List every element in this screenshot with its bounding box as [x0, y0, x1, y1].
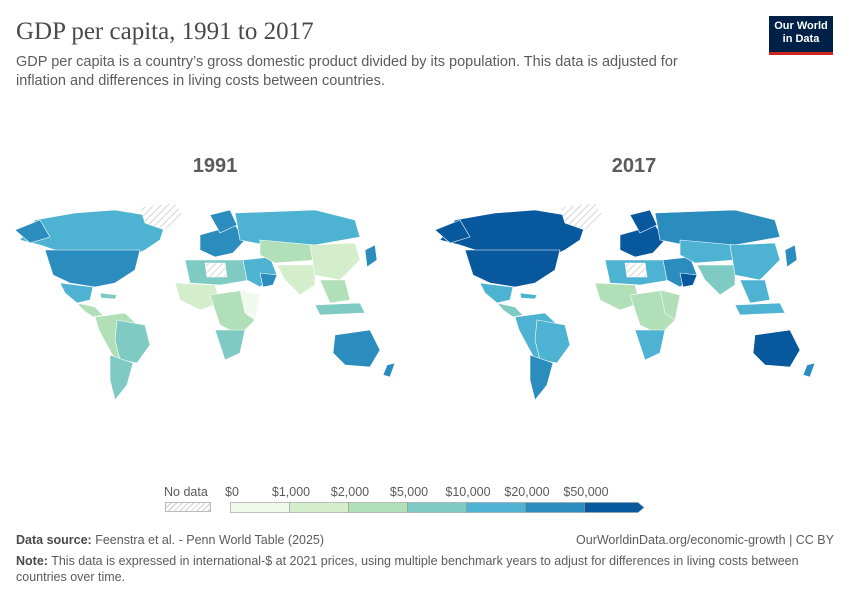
map-year-2017: 2017 [611, 155, 657, 177]
legend-bin-label-4: $10,000 [445, 485, 491, 499]
region-russia [234, 209, 361, 246]
region-indonesia [734, 302, 786, 316]
map-legend: No data $0 $1,000 $2,000 $5,000 $10,000 … [0, 480, 850, 520]
region-sahara-nodata [204, 262, 228, 278]
region-south-asia [696, 264, 736, 296]
legend-no-data-swatch [165, 502, 211, 512]
legend-no-data-label: No data [164, 485, 208, 499]
region-mexico [59, 282, 94, 304]
legend-swatch-2 [348, 502, 408, 513]
region-brazil [114, 319, 151, 364]
legend-swatch-0 [230, 502, 290, 513]
region-usa [464, 249, 561, 288]
legend-swatch-3 [407, 502, 467, 513]
data-source: Data source: Feenstra et al. - Penn Worl… [16, 533, 324, 547]
legend-bin-label-3: $5,000 [389, 485, 429, 499]
region-central-asia [679, 239, 736, 264]
region-brazil [534, 319, 571, 364]
region-new-zealand [802, 362, 816, 378]
world-map-2017[interactable] [435, 195, 835, 405]
logo-line-2: in Data [782, 33, 820, 45]
region-mexico [479, 282, 514, 304]
legend-bin-label-6: $50,000 [563, 485, 609, 499]
data-source-text: Feenstra et al. - Penn World Table (2025… [95, 533, 325, 547]
region-central-asia [259, 239, 316, 264]
region-central-america [496, 302, 524, 318]
region-china [729, 242, 781, 281]
region-australia [752, 329, 801, 368]
region-arabia-rich [679, 272, 698, 288]
region-greenland [559, 202, 604, 231]
legend-swatch-1 [289, 502, 349, 513]
footnote: Note: This data is expressed in internat… [16, 553, 836, 585]
region-southeast-asia [319, 279, 351, 304]
region-south-america-south [109, 354, 134, 401]
region-china [309, 242, 361, 281]
region-west-africa [174, 282, 221, 311]
legend-bin-label-2: $2,000 [330, 485, 370, 499]
region-southern-africa [634, 329, 666, 361]
map-year-1991: 1991 [192, 155, 238, 177]
region-japan [364, 244, 378, 268]
region-east-africa [239, 289, 261, 321]
chart-title: GDP per capita, 1991 to 2017 [16, 18, 314, 45]
region-australia [332, 329, 381, 368]
region-east-africa [659, 289, 681, 321]
region-greenland [139, 202, 184, 231]
chart-subtitle: GDP per capita is a country’s gross dome… [16, 54, 678, 89]
legend-bin-label-1: $1,000 [271, 485, 311, 499]
owid-logo[interactable]: Our World in Data [769, 16, 833, 55]
region-central-america [76, 302, 104, 318]
legend-swatch-4 [466, 502, 526, 513]
region-southeast-asia [739, 279, 771, 304]
data-source-label: Data source: [16, 533, 92, 547]
legend-swatch-6 [584, 502, 645, 513]
region-sahara-nodata [624, 262, 648, 278]
region-japan [784, 244, 798, 268]
world-map-1991[interactable] [15, 195, 415, 405]
legend-bin-label-5: $20,000 [504, 485, 550, 499]
legend-swatch-5 [525, 502, 585, 513]
note-label: Note: [16, 554, 48, 568]
region-indonesia [314, 302, 366, 316]
region-new-zealand [382, 362, 396, 378]
region-southern-africa [214, 329, 246, 361]
legend-color-bar [230, 502, 645, 513]
region-alaska [435, 219, 471, 244]
region-west-africa [594, 282, 641, 311]
logo-line-1: Our World [774, 20, 828, 32]
source-url-link[interactable]: OurWorldinData.org/economic-growth | CC … [576, 533, 834, 547]
region-russia [654, 209, 781, 246]
region-caribbean [519, 292, 538, 300]
region-south-america-south [529, 354, 554, 401]
region-usa [44, 249, 141, 288]
region-arabia-rich [259, 272, 278, 288]
note-text: This data is expressed in international-… [16, 554, 799, 584]
region-alaska [15, 219, 51, 244]
region-caribbean [99, 292, 118, 300]
region-south-asia [276, 264, 316, 296]
legend-bin-label-0: $0 [225, 485, 239, 499]
